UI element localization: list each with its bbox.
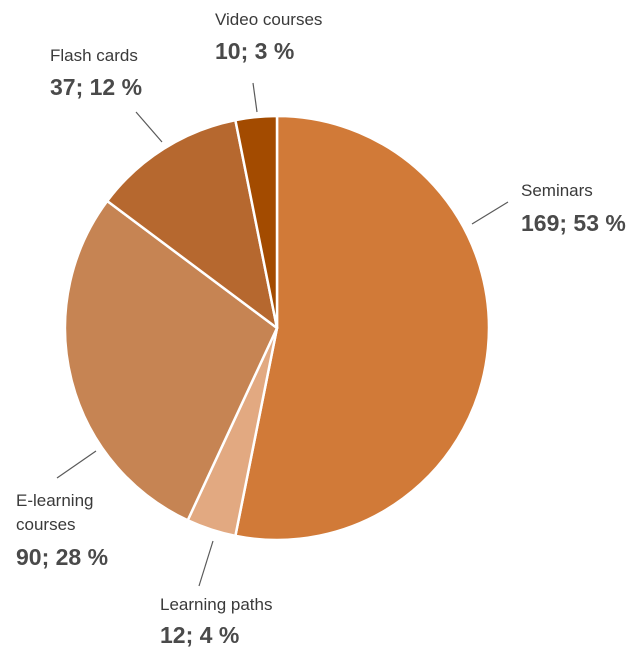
slice-value-flash-cards: 37; 12 %: [50, 74, 142, 100]
slice-label-seminars: Seminars: [521, 181, 593, 200]
slice-value-learning-paths: 12; 4 %: [160, 622, 239, 647]
pie-slice-seminars: [234, 114, 491, 542]
slice-label-video-courses: Video courses: [215, 10, 322, 29]
slice-label-learning-paths: Learning paths: [160, 595, 272, 614]
slice-value-video-courses: 10; 3 %: [215, 38, 294, 64]
slices-layer: [63, 114, 491, 542]
pie-slice-e-learning-courses: [63, 199, 279, 522]
pie-slice-video-courses: [234, 114, 279, 330]
slice-value-e-learning-courses: 90; 28 %: [16, 544, 108, 570]
leader-line-seminars: [471, 201, 509, 225]
leader-line-learning-paths: [198, 540, 214, 587]
leader-line-flash-cards: [135, 111, 163, 143]
slice-labels: Seminars 169; 53 % Learning paths 12; 4 % E-…: [16, 10, 626, 647]
leader-lines: [56, 82, 509, 587]
leader-line-video-courses: [252, 82, 258, 113]
pie-slice-flash-cards: [105, 118, 279, 330]
slice-label-e-learning-courses: E-learning courses: [16, 491, 94, 534]
leader-line-e-learning-courses: [56, 450, 97, 479]
slice-label-flash-cards: Flash cards: [50, 46, 138, 65]
slice-value-seminars: 169; 53 %: [521, 210, 626, 236]
